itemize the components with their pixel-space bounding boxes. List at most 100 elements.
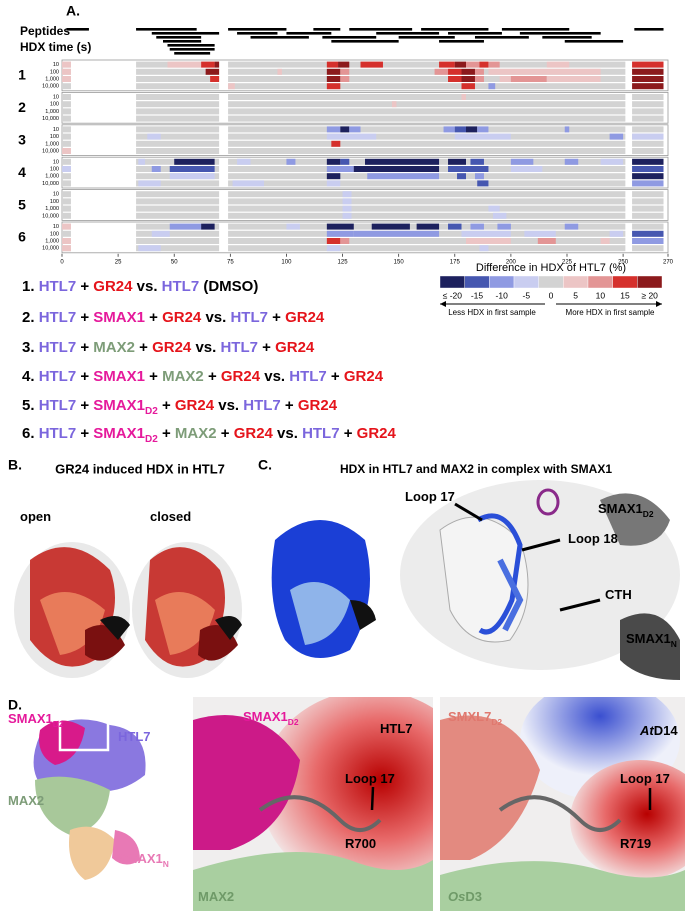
comparison-part: vs. — [201, 309, 230, 326]
hdx-cell — [174, 158, 215, 165]
hdx-cell — [457, 173, 466, 180]
hdx-cell — [600, 238, 610, 244]
density-label: SMAX1D2 — [8, 711, 64, 729]
hdx-cell — [326, 238, 341, 244]
hdx-cell — [448, 158, 466, 165]
panel-frame — [61, 221, 669, 254]
comparison-part: HTL7 — [289, 368, 327, 385]
comparison-part: SMAX1 — [93, 425, 145, 442]
peptide — [163, 40, 202, 43]
hdx-cell — [138, 245, 161, 252]
peptide — [322, 36, 377, 39]
peptide — [398, 36, 455, 39]
comparison-part: + — [217, 425, 234, 442]
coverage-cell — [228, 126, 626, 133]
comparison-part: SMAX1 — [93, 397, 145, 414]
time-point-label: 1,000 — [45, 174, 59, 180]
label-text: MAX2 — [198, 889, 234, 904]
coverage-cell — [228, 133, 626, 140]
hdx-cell — [454, 126, 466, 133]
coverage-cell — [228, 140, 626, 147]
coverage-cell — [136, 245, 220, 252]
comparison-part: + — [76, 309, 93, 326]
panel-letter: A. — [66, 3, 80, 19]
hdx-cell — [62, 68, 71, 75]
comparison: 6. HTL7 + SMAX1D2 + MAX2 + GR24 vs. HTL7… — [22, 425, 397, 445]
comparison-part: + — [76, 425, 93, 442]
panel-number: 6 — [18, 229, 26, 245]
peptide — [542, 36, 592, 39]
label-sub: D2 — [53, 719, 64, 729]
comparison: 4. HTL7 + SMAX1 + MAX2 + GR24 vs. HTL7 +… — [22, 368, 384, 385]
density-label: MAX2 — [8, 793, 44, 808]
hdx-cell — [474, 68, 484, 75]
hdx-cell — [326, 230, 354, 237]
x-tick-label: 0 — [60, 259, 64, 265]
panel-number: 3 — [18, 132, 26, 148]
coverage-cell — [62, 115, 71, 122]
x-tick-label: 270 — [663, 259, 674, 265]
hdx-cell — [510, 158, 534, 165]
hdx-cell — [632, 61, 664, 68]
time-point-label: 10 — [53, 224, 59, 230]
structure-art — [14, 301, 685, 911]
coverage-cell — [136, 230, 220, 237]
x-tick-label: 250 — [618, 259, 629, 265]
comparison-part: 5. — [22, 397, 39, 414]
peptide — [237, 32, 278, 35]
panel-letter: B. — [8, 457, 22, 473]
label-sub: N — [671, 639, 677, 649]
hdx-cell — [62, 148, 71, 154]
hdx-cell — [434, 68, 449, 75]
coverage-cell — [62, 94, 71, 100]
hdx-cell — [454, 61, 466, 68]
comparison-part: vs. — [191, 339, 220, 356]
view-label: AtD14 — [639, 723, 678, 738]
comparison-part: HTL7 — [302, 425, 340, 442]
comparison-part: HTL7 — [230, 309, 268, 326]
hdx-cell — [147, 133, 161, 140]
x-tick-label: 150 — [394, 259, 405, 265]
hdx-cell — [342, 191, 352, 198]
comparison-part: 3. — [22, 339, 39, 356]
hdx-cell — [349, 126, 361, 133]
hdx-cell — [448, 68, 462, 75]
hdx-cell — [524, 230, 556, 237]
hdx-cell — [371, 223, 410, 230]
hdx-cell — [474, 173, 484, 180]
label-sub: N — [163, 859, 169, 869]
comparison-part: + — [268, 309, 285, 326]
comparison-sub: D2 — [145, 434, 158, 445]
hdx-cell — [169, 223, 202, 230]
legend-label: -15 — [471, 290, 484, 300]
coverage-cell — [62, 101, 71, 108]
panel-letter: C. — [258, 457, 272, 473]
hdx-cell — [286, 223, 300, 230]
hdx-cell — [510, 166, 543, 172]
comparison-part: HTL7 — [39, 397, 77, 414]
peptide — [421, 28, 489, 31]
peptide — [66, 28, 89, 31]
coverage-cell — [632, 101, 664, 108]
comparison-part: HTL7 — [39, 368, 77, 385]
coverage-cell — [62, 230, 71, 237]
time-point-label: 1,000 — [45, 141, 59, 147]
comparison-part: 2. — [22, 309, 39, 326]
coverage-cell — [62, 212, 71, 219]
coverage-cell — [136, 198, 220, 205]
hdx-cell — [391, 101, 397, 108]
time-point-label: 1,000 — [45, 206, 59, 212]
comparison-part: + — [76, 339, 93, 356]
hdx-cell — [454, 133, 511, 140]
panel-title: HDX in HTL7 and MAX2 in complex with SMA… — [340, 462, 612, 476]
label-prefix: At — [639, 723, 654, 738]
hdx-cell — [479, 245, 489, 252]
hdx-cell — [488, 205, 500, 212]
view-label: R700 — [345, 836, 376, 851]
peptide — [174, 52, 211, 55]
peptide — [167, 44, 215, 47]
panel-frame — [61, 189, 669, 221]
structure-label: Loop 18 — [568, 531, 618, 546]
time-point-label: 100 — [50, 102, 59, 108]
